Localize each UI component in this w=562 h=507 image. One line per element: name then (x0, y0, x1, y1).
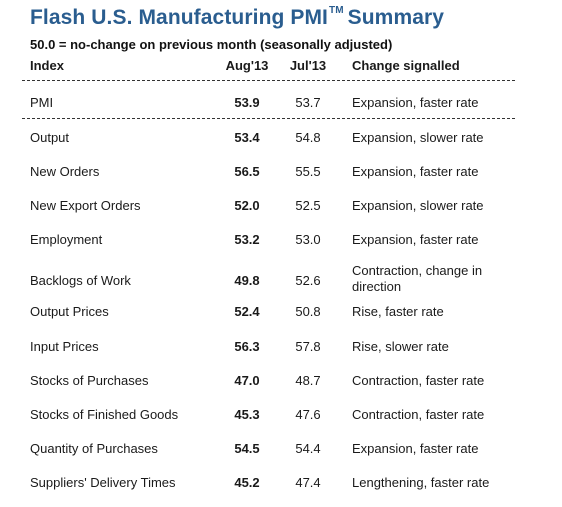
title-suffix: Summary (347, 6, 445, 29)
row-index: New Export Orders (30, 198, 141, 213)
row-aug-value: 54.5 (234, 441, 260, 456)
row-aug-value: 56.3 (234, 339, 260, 354)
row-aug-value: 52.4 (234, 304, 260, 319)
row-aug-value: 53.2 (234, 232, 260, 247)
row-change: Expansion, faster rate (352, 441, 479, 456)
header-index: Index (30, 58, 64, 73)
trademark-mark: TM (329, 5, 344, 16)
row-change: Expansion, slower rate (352, 198, 484, 213)
row-change: Expansion, faster rate (352, 232, 479, 247)
table-header: Index Aug'13 Jul'13 Change signalled (30, 58, 502, 78)
header-jul: Jul'13 (289, 58, 327, 73)
row-aug-value: 53.9 (234, 95, 260, 110)
row-change: Contraction, change in direction (352, 263, 483, 294)
row-jul-value: 53.0 (295, 232, 321, 247)
row-index: Output Prices (30, 304, 109, 319)
row-jul-value: 52.6 (295, 273, 321, 288)
row-index: Stocks of Finished Goods (30, 407, 179, 422)
row-jul-value: 55.5 (295, 164, 321, 179)
row-change: Contraction, faster rate (352, 373, 485, 388)
row-change: Contraction, faster rate (352, 407, 485, 422)
row-index: Employment (30, 232, 103, 247)
row-aug-value: 45.3 (234, 407, 260, 422)
row-jul-value: 50.8 (295, 304, 321, 319)
pmi-divider (22, 118, 515, 119)
row-aug-value: 52.0 (234, 198, 260, 213)
row-change: Expansion, faster rate (352, 164, 479, 179)
subtitle: 50.0 = no-change on previous month (seas… (30, 37, 393, 52)
row-aug-value: 47.0 (234, 373, 260, 388)
row-index: Output (30, 130, 70, 145)
row-jul-value: 53.7 (295, 95, 321, 110)
row-index: PMI (30, 95, 54, 110)
row-aug-value: 45.2 (234, 475, 260, 490)
row-change: Rise, faster rate (352, 304, 444, 319)
row-change: Expansion, slower rate (352, 130, 484, 145)
row-jul-value: 47.4 (295, 475, 321, 490)
title-main: Flash U.S. Manufacturing PMI (30, 6, 328, 29)
row-index: Backlogs of Work (30, 273, 131, 288)
header-divider (22, 80, 515, 81)
row-jul-value: 54.4 (295, 441, 321, 456)
row-jul-value: 52.5 (295, 198, 321, 213)
row-index: Suppliers' Delivery Times (30, 475, 176, 490)
row-index: New Orders (30, 164, 100, 179)
row-index: Stocks of Purchases (30, 373, 149, 388)
row-index: Quantity of Purchases (30, 441, 158, 456)
header-change: Change signalled (352, 58, 460, 73)
row-change: Rise, slower rate (352, 339, 449, 354)
header-aug: Aug'13 (225, 58, 269, 73)
row-jul-value: 47.6 (295, 407, 321, 422)
row-aug-value: 49.8 (234, 273, 260, 288)
row-jul-value: 48.7 (295, 373, 321, 388)
row-jul-value: 57.8 (295, 339, 321, 354)
row-change: Expansion, faster rate (352, 95, 479, 110)
page-title: Flash U.S. Manufacturing PMITM Summary (30, 5, 445, 30)
row-index: Input Prices (30, 339, 99, 354)
row-jul-value: 54.8 (295, 130, 321, 145)
row-change: Lengthening, faster rate (352, 475, 490, 490)
row-aug-value: 56.5 (234, 164, 260, 179)
row-aug-value: 53.4 (234, 130, 260, 145)
